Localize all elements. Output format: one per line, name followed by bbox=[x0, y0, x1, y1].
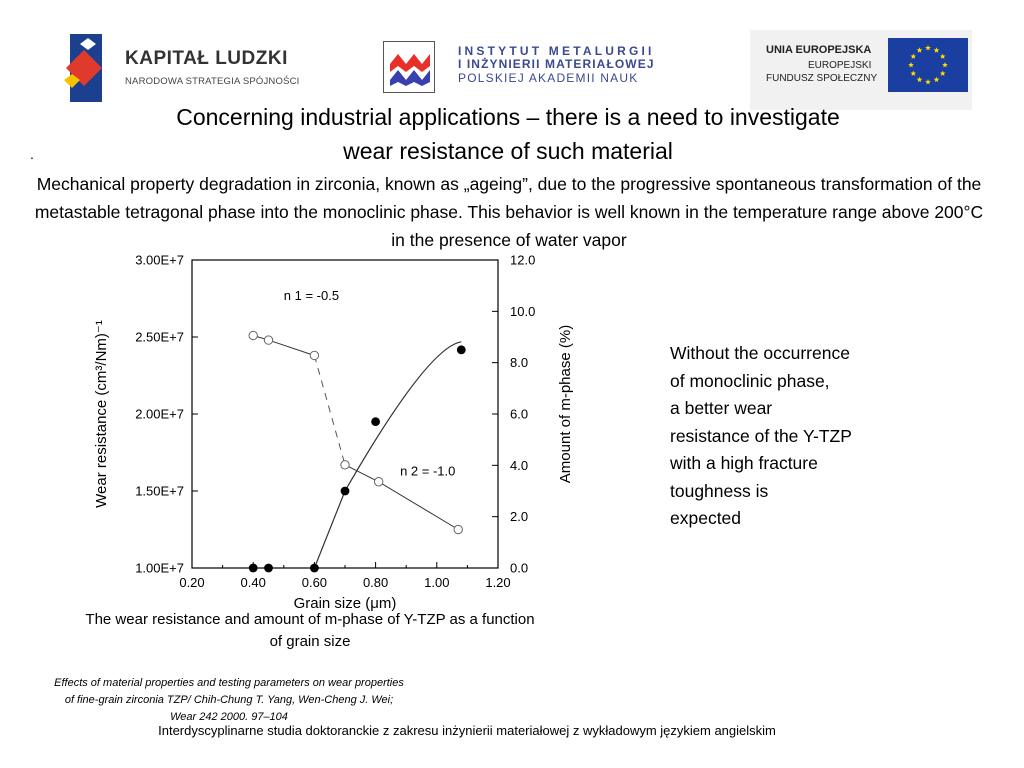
y-left-tick-label: 2.50E+7 bbox=[135, 330, 184, 345]
eu-star-icon bbox=[916, 76, 923, 83]
wear-resistance-point bbox=[340, 460, 350, 470]
eu-star-icon bbox=[933, 47, 940, 53]
m-phase-point bbox=[456, 345, 466, 355]
wear-resistance-point bbox=[309, 350, 320, 361]
m-phase-point bbox=[371, 417, 380, 427]
exponent-annotation: n 1 = -0.5 bbox=[284, 288, 339, 303]
x-tick-label: 0.80 bbox=[363, 575, 388, 590]
reference-line: of fine-grain zirconia TZP/ Chih-Chung T… bbox=[64, 694, 394, 706]
eu-flag-icon bbox=[888, 38, 968, 92]
eu-star-icon bbox=[933, 76, 940, 83]
m-phase-point bbox=[264, 563, 273, 573]
wear-resistance-point bbox=[373, 477, 384, 487]
x-tick-label: 0.20 bbox=[179, 575, 204, 590]
m-phase-point bbox=[310, 563, 319, 573]
reference-line: Wear 242 2000. 97–104 bbox=[170, 711, 288, 723]
plot-frame bbox=[191, 259, 499, 569]
institute-logo bbox=[383, 41, 435, 93]
institute-name-line1: INSTYTUT METALURGII bbox=[458, 44, 655, 58]
x-tick-label: 0.40 bbox=[241, 575, 266, 590]
slide-title-line1: Concerning industrial applications – the… bbox=[176, 104, 840, 130]
eu-label-line1: UNIA EUROPEJSKA bbox=[766, 44, 872, 56]
institute-name-line3: POLSKIEJ AKADEMII NAUK bbox=[458, 71, 639, 85]
bullet-marker: . bbox=[30, 146, 34, 162]
side-note-line: of monoclinic phase, bbox=[670, 370, 830, 391]
series-mphase-rise bbox=[313, 490, 346, 569]
eu-label-line3: FUNDUSZ SPOŁECZNY bbox=[766, 73, 878, 84]
y-right-tick-label: 6.0 bbox=[510, 407, 528, 422]
x-axis-label: Grain size (μm) bbox=[294, 595, 397, 612]
x-tick-label: 1.00 bbox=[424, 575, 449, 590]
footer-text: Interdyscyplinarne studia doktoranckie z… bbox=[158, 723, 776, 738]
kapital-ludzki-logo bbox=[64, 34, 102, 102]
y-right-tick-label: 10.0 bbox=[510, 304, 535, 319]
y-left-axis-label: Wear resistance (cm³/Nm)⁻¹ bbox=[93, 320, 110, 508]
eu-star-icon bbox=[908, 62, 914, 68]
chart-caption: The wear resistance and amount of m-phas… bbox=[85, 611, 535, 650]
eu-star-icon bbox=[942, 62, 948, 68]
kapital-ludzki-subtitle: NARODOWA STRATEGIA SPÓJNOŚCI bbox=[125, 76, 300, 87]
m-phase-point bbox=[340, 486, 350, 496]
wear-resistance-point bbox=[248, 330, 258, 341]
side-note-line: resistance of the Y-TZP bbox=[670, 425, 852, 446]
reference: Effects of material properties and testi… bbox=[14, 675, 444, 726]
y-left-tick-label: 2.00E+7 bbox=[135, 407, 184, 422]
institute-name-line2: I INŻYNIERII MATERIAŁOWEJ bbox=[458, 57, 655, 71]
eu-star-icon bbox=[916, 47, 923, 53]
intro-paragraph: Mechanical property degradation in zirco… bbox=[34, 174, 984, 250]
wear-resistance-point bbox=[263, 335, 274, 345]
side-note-line: a better wear bbox=[670, 398, 773, 418]
side-note-line: with a high fracture bbox=[670, 453, 818, 473]
side-note-line: toughness is bbox=[670, 480, 769, 501]
y-right-tick-label: 0.0 bbox=[510, 561, 528, 576]
y-left-tick-label: 1.50E+7 bbox=[135, 484, 184, 499]
series-wear-segment-1 bbox=[253, 334, 315, 356]
y-left-tick-label: 3.00E+7 bbox=[135, 253, 184, 268]
x-tick-label: 0.60 bbox=[302, 575, 327, 590]
side-note-line: expected bbox=[670, 508, 742, 528]
eu-star-icon bbox=[910, 53, 917, 59]
eu-star-icon bbox=[925, 45, 931, 51]
kapital-ludzki-name: KAPITAŁ LUDZKI bbox=[125, 48, 288, 69]
eu-star-icon bbox=[910, 70, 917, 76]
y-right-axis-label: Amount of m-phase (%) bbox=[557, 325, 574, 483]
series-mphase-curve bbox=[344, 341, 462, 492]
exponent-annotation: n 2 = -1.0 bbox=[400, 464, 455, 479]
y-right-tick-label: 4.0 bbox=[510, 458, 528, 473]
y-right-tick-label: 8.0 bbox=[510, 355, 528, 370]
m-phase-point bbox=[248, 563, 258, 573]
eu-star-icon bbox=[925, 79, 931, 85]
eu-star-icon bbox=[939, 53, 946, 59]
y-right-tick-label: 12.0 bbox=[510, 253, 535, 268]
eu-star-icon bbox=[939, 70, 946, 76]
eu-label-line2: EUROPEJSKI bbox=[808, 60, 872, 71]
slide-title-line2: wear resistance of such material bbox=[343, 138, 673, 164]
y-left-tick-label: 1.00E+7 bbox=[135, 561, 184, 576]
wear-resistance-point bbox=[453, 524, 463, 535]
series-wear-transition bbox=[313, 355, 346, 465]
x-tick-label: 1.20 bbox=[485, 575, 510, 590]
y-right-tick-label: 2.0 bbox=[510, 509, 528, 524]
side-note: Without the occurrence of monoclinic pha… bbox=[670, 340, 910, 533]
reference-line: Effects of material properties and testi… bbox=[54, 677, 404, 689]
wear-resistance-chart: 0.20 0.40 0.60 0.80 1.00 1.20 1.00E+7 1.50E+7 2.… bbox=[93, 253, 574, 613]
side-note-line: Without the occurrence bbox=[670, 343, 850, 363]
